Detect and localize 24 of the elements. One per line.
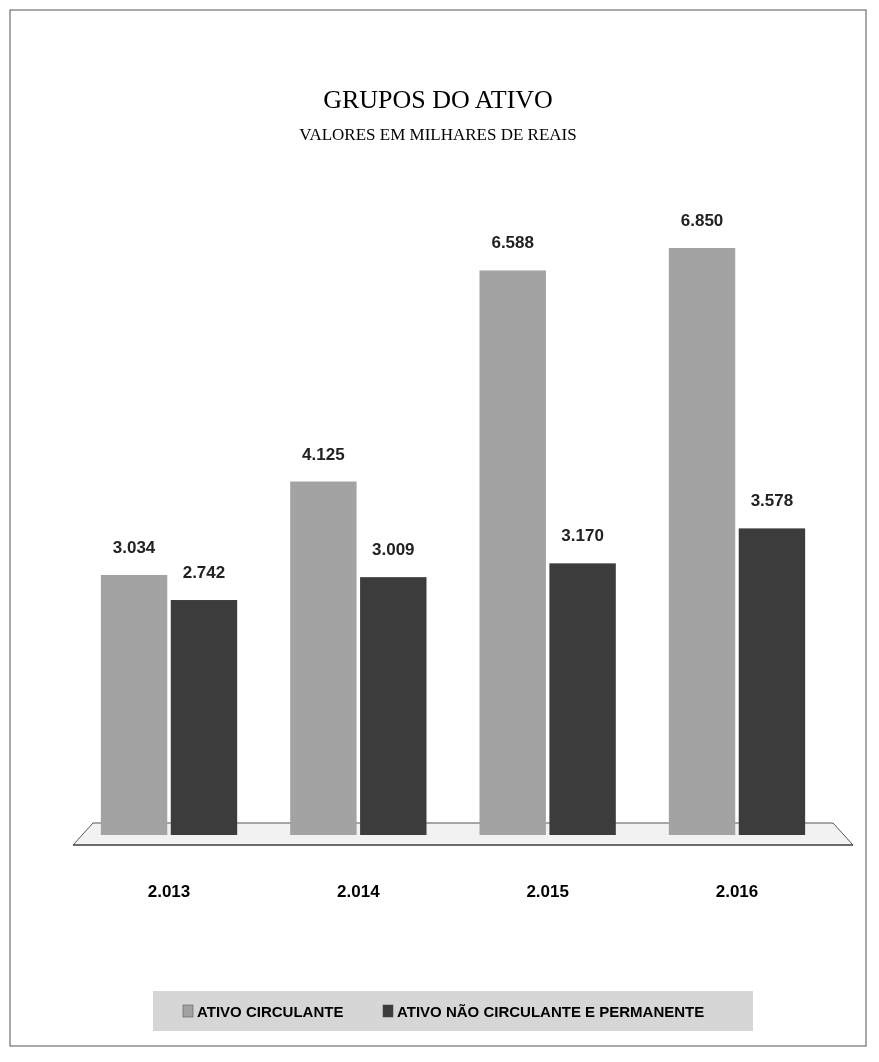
chart-subtitle: VALORES EM MILHARES DE REAIS xyxy=(299,125,577,144)
bar xyxy=(100,575,168,835)
bar xyxy=(549,563,616,835)
data-label: 6.850 xyxy=(680,211,724,230)
data-label: 3.034 xyxy=(112,538,156,558)
x-tick-label: 2.013 xyxy=(147,882,191,901)
chart-title: GRUPOS DO ATIVO xyxy=(323,85,553,114)
data-label: 3.578 xyxy=(750,491,794,511)
bar xyxy=(360,577,427,835)
x-tick-label: 2.016 xyxy=(715,882,759,901)
bar xyxy=(290,481,357,835)
bar xyxy=(170,600,238,835)
bar xyxy=(479,270,546,835)
bar xyxy=(738,528,806,835)
legend-label: ATIVO NÃO CIRCULANTE E PERMANENTE xyxy=(397,1003,705,1020)
data-label: 4.125 xyxy=(302,444,345,464)
data-label: 3.170 xyxy=(561,526,604,546)
legend-label: ATIVO CIRCULANTE xyxy=(197,1003,344,1020)
bar xyxy=(668,248,736,835)
data-label: 2.742 xyxy=(182,563,226,583)
x-tick-label: 2.014 xyxy=(337,882,381,901)
x-tick-label: 2.015 xyxy=(526,882,569,901)
data-label: 3.009 xyxy=(372,540,415,560)
data-label: 6.588 xyxy=(491,233,534,253)
